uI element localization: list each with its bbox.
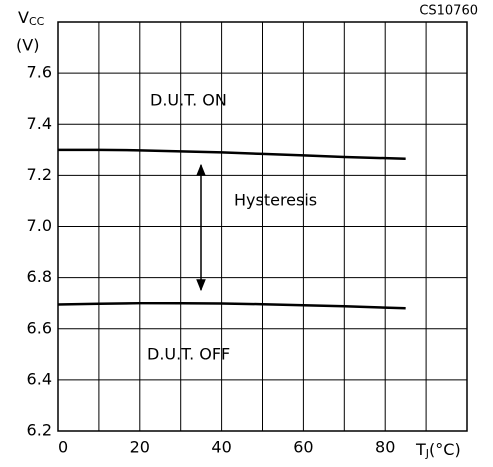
y-tick-label: 7.4 <box>27 114 52 133</box>
x-tick-label: 40 <box>211 438 231 457</box>
x-tick-label: 0 <box>58 438 68 457</box>
annotation: Hysteresis <box>234 191 317 210</box>
annotation: D.U.T. OFF <box>147 345 230 364</box>
y-tick-label: 7.6 <box>27 63 52 82</box>
y-tick-label: 6.4 <box>27 369 52 388</box>
y-tick-label: 6.6 <box>27 318 52 337</box>
y-tick-label: 6.2 <box>27 421 52 440</box>
annotation: D.U.T. ON <box>150 91 227 110</box>
x-tick-label: 80 <box>375 438 395 457</box>
data-line <box>57 301 406 310</box>
data-line <box>58 148 406 161</box>
figure-code: CS10760 <box>419 4 478 19</box>
y-axis-label: VCC <box>18 8 45 29</box>
x-tick-label: 20 <box>130 438 150 457</box>
y-tick-label: 7.0 <box>27 216 52 235</box>
x-axis-label: TJ(°C) <box>415 440 461 461</box>
x-tick-label: 60 <box>293 438 313 457</box>
y-tick-label: 6.8 <box>27 267 52 286</box>
y-tick-label: 7.2 <box>27 165 52 184</box>
y-axis-unit: (V) <box>16 36 39 55</box>
